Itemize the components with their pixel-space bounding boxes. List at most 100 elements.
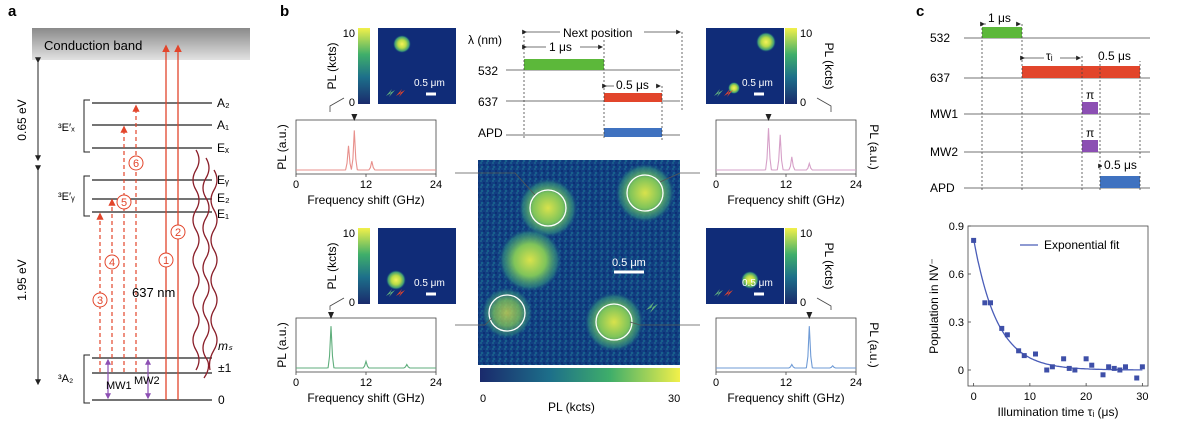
spectrum-xlabel: Frequency shift (GHz): [307, 391, 424, 405]
spectrum-line: [716, 326, 856, 369]
decay-wavy-lines: [192, 149, 218, 379]
panel-c: c 532 637 MW1 MW2 APD: [916, 3, 1150, 419]
c-row-532: 532: [930, 31, 950, 45]
laser-green-icon: [386, 89, 395, 97]
bracket-ey: [83, 175, 90, 217]
inset-scale-label: 0.5 μm: [414, 78, 445, 89]
x-tick-label: 30: [1136, 391, 1148, 403]
decay-chart: 0 0.3 0.6 0.9 0 10 20 30 Illumination time τᵢ (μ…: [927, 221, 1149, 419]
c-row-637: 637: [930, 71, 950, 85]
state-ey-group: ³E′ᵧ: [58, 191, 75, 203]
bracket-a2: [83, 354, 90, 404]
x-axis-label: Illumination time τᵢ (μs): [998, 405, 1119, 419]
data-point: [999, 325, 1005, 331]
spectrum-line: [296, 130, 436, 171]
inset-bottom-right: 0.5 μm 10 0 PL (kcts): [706, 228, 836, 310]
inset-ylabel: PL (kcts): [822, 243, 836, 290]
inset-colorbar: [785, 228, 797, 304]
c-pi-mw1: π: [1086, 88, 1094, 102]
peak-marker: [328, 312, 334, 319]
spectrum-tick: 12: [780, 179, 792, 191]
panel-a: a Conduction band 0.65 eV 1.95 eV A₂ A₁ …: [8, 3, 250, 407]
spectrum-frame: [715, 119, 857, 175]
laser-icon: [646, 302, 658, 313]
laser-green-icon: [386, 289, 395, 297]
spectrum-ylabel: PL (a.u.): [275, 124, 289, 170]
data-point: [1049, 364, 1055, 370]
fit-curve: [972, 238, 1143, 371]
level-a1: A₁: [217, 118, 229, 132]
c-pulse-637: [1022, 66, 1140, 78]
inset-spot: [393, 35, 411, 53]
peak-marker: [765, 114, 772, 121]
laser-green-icon: [714, 289, 723, 297]
colorbar-label: PL (kcts): [548, 400, 595, 414]
inset-pointer: [329, 297, 345, 310]
data-point: [1033, 351, 1038, 357]
x-tick-label: 10: [1024, 391, 1036, 403]
transition-label-6: 6: [133, 158, 139, 170]
inset-ylabel: PL (kcts): [822, 43, 836, 90]
panel-b: b 0.5 μm 0 30 PL (kcts) λ (n: [275, 3, 881, 414]
data-point: [1072, 367, 1078, 373]
spectrum-ylabel: PL (a.u.): [275, 322, 289, 368]
spectrum-tick: 0: [293, 377, 299, 389]
peak-marker: [351, 114, 358, 121]
inset-cb-min: 0: [349, 297, 355, 309]
data-point: [1016, 348, 1022, 354]
seq-pulse-532: [524, 59, 604, 70]
spectrum-tick: 12: [360, 377, 372, 389]
colorbar-min: 0: [480, 393, 486, 405]
inset-ylabel: PL (kcts): [325, 43, 339, 90]
spectrum-xlabel: Frequency shift (GHz): [727, 391, 844, 405]
c-row-mw2: MW2: [930, 145, 958, 159]
spectrum-frame: [715, 317, 857, 373]
spectrum-tick: 24: [850, 377, 862, 389]
c-pulse-mw1: [1082, 102, 1098, 114]
inset-cb-max: 10: [800, 228, 812, 240]
y-tick-label: 0.9: [949, 221, 964, 233]
map-spot-5: [584, 292, 644, 352]
c-row-apd: APD: [930, 181, 955, 195]
inset-colorbar: [785, 28, 797, 104]
spectrum-bottom-left: 0 12 24 Frequency shift (GHz) PL (a.u.): [275, 312, 442, 405]
laser-green-icon: [714, 89, 723, 97]
inset-spot: [386, 270, 406, 290]
inset-spot: [741, 271, 759, 289]
data-point: [1021, 353, 1027, 359]
panel-c-letter: c: [916, 3, 924, 20]
conduction-band: [32, 28, 250, 60]
energy-levels: [92, 102, 212, 401]
y-tick-label: 0: [958, 365, 964, 377]
transition-label-4: 4: [109, 257, 115, 269]
legend-label: Exponential fit: [1044, 238, 1120, 252]
inset-pointer: [816, 297, 832, 310]
energy-195-label: 1.95 eV: [15, 259, 29, 300]
c-dur-637: 0.5 μs: [1098, 49, 1131, 63]
mw2-label: MW2: [134, 375, 160, 387]
transition-label-2: 2: [175, 227, 181, 239]
inset-top-left: 0.5 μm 10 0 PL (kcts): [325, 28, 456, 112]
level-e2: E₂: [217, 191, 230, 205]
inset-scale-label: 0.5 μm: [414, 278, 445, 289]
inset-cb-min: 0: [349, 97, 355, 109]
data-point: [988, 300, 993, 306]
data-point: [1083, 356, 1089, 362]
map-spot-2: [615, 163, 675, 223]
data-point: [1106, 364, 1112, 370]
data-point: [1061, 356, 1067, 362]
x-tick-label: 0: [971, 391, 977, 403]
seq-row-637: 637: [478, 95, 498, 109]
seq-row-532: 532: [478, 64, 498, 78]
inset-top-right: 0.5 μm 10 0 PL (kcts): [706, 28, 836, 112]
peak-marker: [806, 312, 813, 319]
laser-red-icon: [396, 89, 405, 97]
panel-a-letter: a: [8, 3, 17, 20]
mw1-label: MW1: [106, 380, 132, 392]
laser-red-icon: [724, 89, 733, 97]
data-point: [1139, 364, 1145, 370]
data-point: [1111, 365, 1117, 371]
c-tau-label: τᵢ: [1046, 49, 1053, 63]
spectrum-ylabel: PL (a.u.): [867, 322, 881, 368]
inset-cb-max: 10: [800, 28, 812, 40]
